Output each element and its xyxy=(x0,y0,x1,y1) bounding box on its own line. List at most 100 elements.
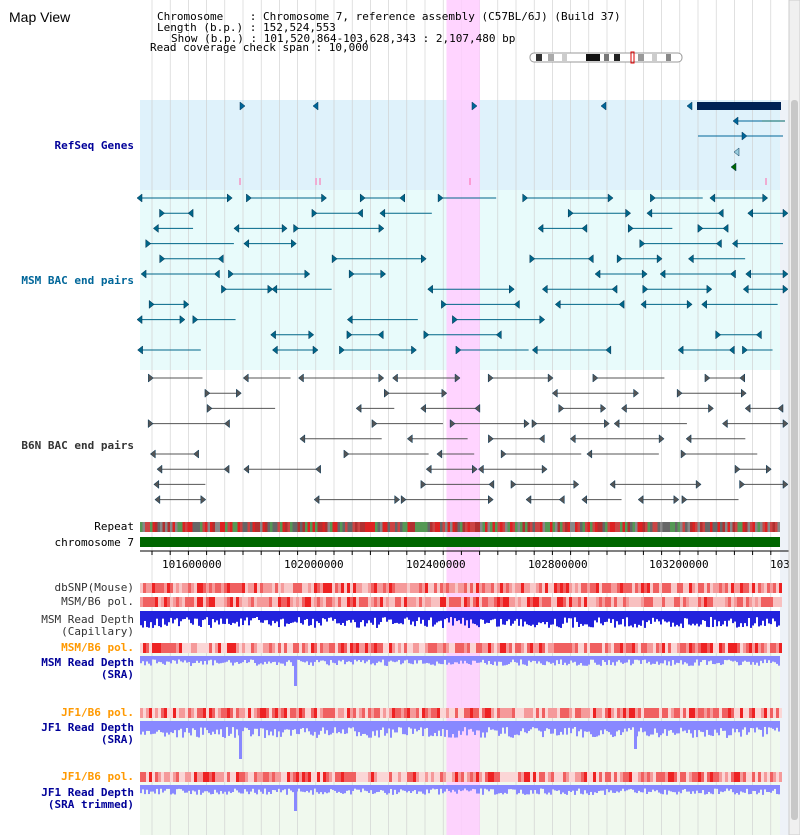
repeat-element xyxy=(772,522,775,532)
density-cell xyxy=(641,597,644,607)
bac-end xyxy=(137,345,143,355)
density-cell xyxy=(275,772,278,782)
repeat-element xyxy=(375,522,378,532)
density-cell xyxy=(662,583,665,593)
bac-end xyxy=(592,373,599,383)
depth-bar xyxy=(628,785,630,790)
density-cell xyxy=(251,772,254,782)
bac-end xyxy=(782,269,789,279)
depth-bar xyxy=(344,611,346,626)
depth-bar xyxy=(648,656,650,662)
depth-bar xyxy=(670,721,672,730)
depth-bar xyxy=(274,656,276,662)
bac-end xyxy=(243,239,250,249)
density-cell xyxy=(767,772,770,782)
depth-bar xyxy=(246,785,248,792)
density-cell xyxy=(236,708,239,718)
density-cell xyxy=(479,708,482,718)
bac-end xyxy=(420,254,427,264)
track-label-msm-bac[interactable]: MSM BAC end pairs xyxy=(21,274,134,287)
bac-end xyxy=(427,284,433,294)
depth-bar xyxy=(254,656,256,664)
repeat-element xyxy=(422,522,425,532)
depth-bar xyxy=(696,785,698,791)
depth-bar xyxy=(654,785,656,792)
depth-bar xyxy=(438,611,440,622)
density-cell xyxy=(224,772,227,782)
density-cell xyxy=(770,772,773,782)
repeat-element xyxy=(410,522,413,532)
density-cell xyxy=(227,643,230,653)
depth-bar xyxy=(412,721,414,734)
track-label-b6n-bac[interactable]: B6N BAC end pairs xyxy=(21,439,134,452)
depth-bar xyxy=(712,656,714,665)
depth-bar xyxy=(162,656,164,664)
depth-bar xyxy=(658,611,660,622)
density-cell xyxy=(719,597,722,607)
density-cell xyxy=(461,772,464,782)
bac-end xyxy=(441,299,447,309)
density-cell xyxy=(581,708,584,718)
repeat-element xyxy=(177,522,180,532)
track-label-refseq[interactable]: RefSeq Genes xyxy=(55,139,134,152)
track-features[interactable] xyxy=(136,101,789,811)
density-cell xyxy=(758,583,761,593)
depth-bar xyxy=(212,721,214,732)
repeat-element xyxy=(352,522,355,532)
repeat-element xyxy=(462,522,465,532)
depth-bar xyxy=(690,611,692,626)
repeat-element xyxy=(252,522,255,532)
depth-bar xyxy=(458,785,460,790)
density-cell xyxy=(644,772,647,782)
density-cell xyxy=(254,643,257,653)
depth-bar xyxy=(518,785,520,794)
bac-end xyxy=(378,223,385,233)
density-cell xyxy=(641,772,644,782)
depth-bar xyxy=(584,656,586,666)
density-cell xyxy=(398,643,401,653)
depth-bar xyxy=(750,785,752,794)
depth-bar xyxy=(390,611,392,620)
depth-bar xyxy=(414,611,416,627)
repeat-element xyxy=(227,522,230,532)
depth-bar xyxy=(488,785,490,792)
density-cell xyxy=(347,583,350,593)
density-cell xyxy=(656,583,659,593)
depth-bar xyxy=(772,656,774,662)
density-cell xyxy=(257,643,260,653)
density-cell xyxy=(431,643,434,653)
chromosome-ideogram[interactable] xyxy=(529,51,683,64)
repeat-element xyxy=(742,522,745,532)
density-cell xyxy=(677,708,680,718)
info-chromosome: Chromosome : Chromosome 7, reference ass… xyxy=(157,10,621,23)
depth-bar xyxy=(680,785,682,794)
depth-bar xyxy=(672,611,674,623)
depth-bar xyxy=(418,611,420,618)
depth-bar xyxy=(506,656,508,665)
density-cell xyxy=(233,708,236,718)
depth-bar xyxy=(498,656,500,662)
depth-bar xyxy=(312,721,314,736)
density-cell xyxy=(293,643,296,653)
density-cell xyxy=(410,597,413,607)
density-cell xyxy=(737,643,740,653)
depth-bar xyxy=(652,611,654,618)
density-cell xyxy=(539,643,542,653)
density-cell xyxy=(569,643,572,653)
depth-bar xyxy=(266,611,268,621)
density-cell xyxy=(326,583,329,593)
depth-bar xyxy=(532,785,534,794)
repeat-element xyxy=(197,522,200,532)
vertical-scrollbar[interactable] xyxy=(788,0,800,835)
highlight-region[interactable] xyxy=(446,0,480,835)
repeat-element xyxy=(277,522,280,532)
depth-bar xyxy=(228,721,230,736)
axis-tick-label: 102400000 xyxy=(406,558,466,571)
depth-bar xyxy=(740,656,742,665)
depth-bar xyxy=(754,611,756,624)
density-cell xyxy=(485,772,488,782)
density-cell xyxy=(560,772,563,782)
density-cell xyxy=(455,583,458,593)
density-cell xyxy=(611,583,614,593)
